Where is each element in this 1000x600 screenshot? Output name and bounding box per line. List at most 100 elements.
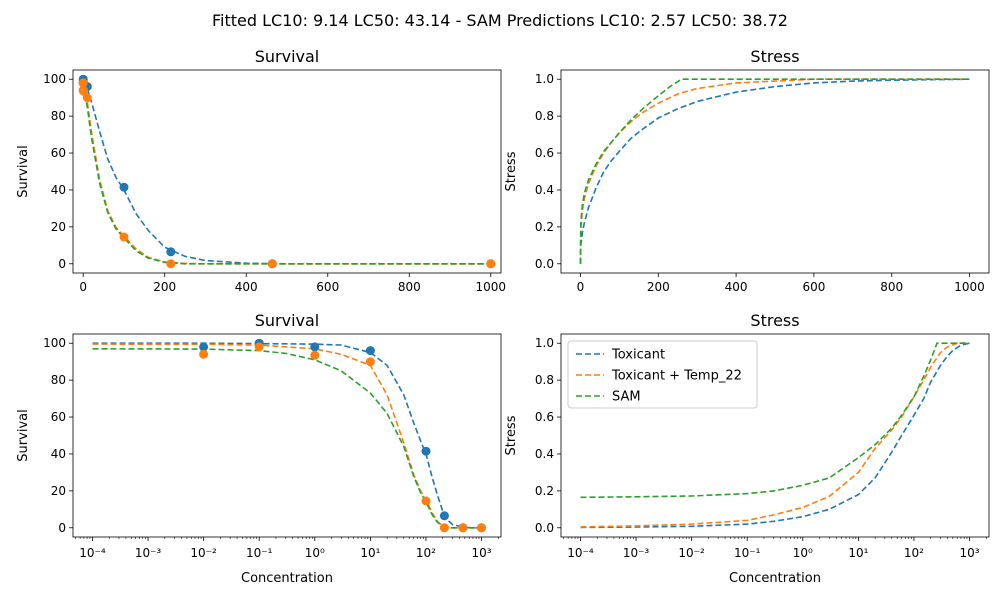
y-tick-label: 60 xyxy=(51,146,66,160)
y-tick-label: 40 xyxy=(51,183,66,197)
x-tick-label: 10⁻¹ xyxy=(246,546,273,560)
x-tick-label: 10¹ xyxy=(848,546,868,560)
data-point-toxicant xyxy=(310,342,320,352)
series-line-toxicant-temp-22 xyxy=(579,78,970,264)
data-point-toxicant-temp-22 xyxy=(477,523,486,533)
x-tick-label: 10⁻² xyxy=(678,546,705,560)
y-tick-label: 80 xyxy=(51,109,66,123)
y-tick-label: 1.0 xyxy=(535,336,554,350)
x-tick-label: 10⁻³ xyxy=(623,546,650,560)
y-tick-label: 0.0 xyxy=(535,521,554,535)
data-point-toxicant xyxy=(199,342,209,352)
x-tick-label: 400 xyxy=(235,280,258,294)
y-tick-label: 0.4 xyxy=(535,183,554,197)
data-point-toxicant-temp-22 xyxy=(199,349,209,359)
x-tick-label: 10³ xyxy=(471,546,491,560)
data-point-toxicant-temp-22 xyxy=(166,259,176,269)
x-tick-label: 10⁰ xyxy=(793,546,813,560)
x-tick-label: 800 xyxy=(880,280,903,294)
x-tick-label: 10⁻³ xyxy=(135,546,162,560)
data-point-toxicant xyxy=(119,182,129,192)
data-point-toxicant-temp-22 xyxy=(254,342,264,352)
x-tick-label: 10² xyxy=(416,546,436,560)
panel-title: Survival xyxy=(255,47,320,66)
x-tick-label: 1000 xyxy=(476,280,507,294)
x-tick-label: 200 xyxy=(647,280,670,294)
data-point-toxicant xyxy=(365,346,375,356)
series-line-toxicant xyxy=(82,79,491,265)
x-tick-label: 0 xyxy=(577,280,585,294)
series-line-sam xyxy=(82,84,491,265)
y-axis-label: Stress xyxy=(504,415,519,455)
series-line-toxicant xyxy=(580,342,970,529)
x-tick-label: 800 xyxy=(398,280,421,294)
y-tick-label: 0.8 xyxy=(535,109,554,123)
y-tick-label: 20 xyxy=(51,220,66,234)
figure-title: Fitted LC10: 9.14 LC50: 43.14 - SAM Pred… xyxy=(212,11,788,30)
legend: Toxicant Toxicant + Temp_22 SAM xyxy=(567,340,758,409)
data-point-toxicant-temp-22 xyxy=(82,93,92,103)
y-axis-label: Stress xyxy=(504,151,519,191)
series-line-sam xyxy=(92,348,482,529)
data-point-toxicant-temp-22 xyxy=(267,259,277,269)
data-point-toxicant xyxy=(421,446,431,456)
y-tick-label: 80 xyxy=(51,373,66,387)
data-point-toxicant-temp-22 xyxy=(458,523,468,533)
x-tick-label: 10⁻⁴ xyxy=(567,546,594,560)
panel-title: Stress xyxy=(750,47,799,66)
x-tick-label: 10⁻⁴ xyxy=(79,546,106,560)
legend-label: Toxicant + Temp_22 xyxy=(611,369,742,384)
x-tick-label: 10⁰ xyxy=(305,546,325,560)
panel-title: Stress xyxy=(750,311,799,330)
axes-frame xyxy=(560,69,990,274)
y-tick-label: 0.2 xyxy=(535,484,554,498)
y-tick-label: 100 xyxy=(43,72,66,86)
series-line-toxicant xyxy=(579,78,970,264)
data-point-toxicant-temp-22 xyxy=(119,232,129,242)
x-tick-label: 0 xyxy=(79,280,87,294)
y-tick-label: 40 xyxy=(51,447,66,461)
x-tick-label: 10⁻² xyxy=(190,546,217,560)
data-point-toxicant xyxy=(166,247,176,257)
legend-label: Toxicant xyxy=(611,348,665,363)
data-point-toxicant-temp-22 xyxy=(365,357,375,367)
axes-frame xyxy=(72,333,502,538)
data-point-toxicant-temp-22 xyxy=(310,350,320,360)
axes-frame xyxy=(72,69,502,274)
data-point-toxicant xyxy=(439,511,449,521)
data-point-toxicant-temp-22 xyxy=(439,523,449,533)
series-line-toxicant xyxy=(92,342,482,529)
x-axis-label: Concentration xyxy=(729,571,821,586)
chart-panel-2: Stress Stress 0.0 0.2 0.4 0.6 0.8 1.0 0 200 400 600… xyxy=(504,47,990,294)
y-tick-label: 0 xyxy=(58,257,66,271)
data-point-toxicant-temp-22 xyxy=(421,496,431,506)
series-line-toxicant-temp-22 xyxy=(82,84,491,265)
x-tick-label: 600 xyxy=(802,280,825,294)
y-tick-label: 0.6 xyxy=(535,146,554,160)
panel-title: Survival xyxy=(255,311,320,330)
legend-label: SAM xyxy=(612,390,641,405)
x-tick-label: 600 xyxy=(316,280,339,294)
y-tick-label: 1.0 xyxy=(535,72,554,86)
y-tick-label: 0.6 xyxy=(535,410,554,424)
x-tick-label: 10¹ xyxy=(360,546,380,560)
series-line-toxicant-temp-22 xyxy=(580,342,970,528)
series-line-sam xyxy=(580,342,970,499)
series-line-sam xyxy=(579,78,970,264)
axes-frame xyxy=(560,333,990,538)
y-tick-label: 20 xyxy=(51,484,66,498)
y-axis-label: Survival xyxy=(16,145,31,197)
plot-area xyxy=(82,79,491,265)
chart-panel-3: Survival Survival Concentration 0 20 40 60 80 10… xyxy=(16,311,502,586)
x-tick-label: 10³ xyxy=(959,546,979,560)
x-tick-label: 10⁻¹ xyxy=(734,546,761,560)
y-tick-label: 100 xyxy=(43,336,66,350)
x-tick-label: 400 xyxy=(725,280,748,294)
y-axis-label: Survival xyxy=(16,409,31,461)
y-tick-label: 60 xyxy=(51,410,66,424)
data-point-toxicant-temp-22 xyxy=(486,259,496,269)
data-point-toxicant-temp-22 xyxy=(78,78,88,88)
chart-panel-4: Stress Stress Concentration 0.0 0.2 0.4 0.6 0.8… xyxy=(504,311,990,586)
